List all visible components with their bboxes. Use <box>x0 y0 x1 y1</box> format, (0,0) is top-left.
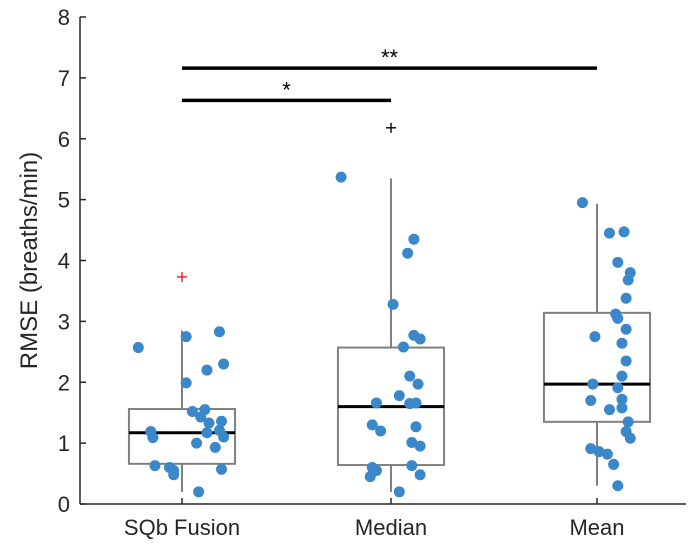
data-point <box>616 337 628 349</box>
y-tick-label: 7 <box>58 66 70 91</box>
data-point <box>622 274 634 286</box>
data-point <box>414 469 426 481</box>
data-point <box>618 226 630 238</box>
box-2 <box>336 122 446 492</box>
data-point <box>414 333 426 345</box>
data-point <box>612 480 624 492</box>
data-point <box>402 247 414 259</box>
y-tick-label: 5 <box>58 188 70 213</box>
data-point <box>624 432 636 444</box>
x-tick-label: Median <box>355 515 427 540</box>
significance-label: ** <box>381 45 399 70</box>
data-points <box>132 171 636 498</box>
data-point <box>603 227 615 239</box>
data-point <box>191 437 203 449</box>
x-tick-label: Mean <box>569 515 624 540</box>
data-point <box>364 471 376 483</box>
data-point <box>593 446 605 458</box>
data-point <box>195 411 207 423</box>
data-point <box>366 419 378 431</box>
data-point <box>408 233 420 245</box>
y-tick-label: 1 <box>58 431 70 456</box>
axes: 0 1 2 3 4 5 6 7 8 SQb Fusion Median Mean <box>58 5 686 540</box>
data-point <box>397 341 409 353</box>
data-point <box>201 427 213 439</box>
data-point <box>375 425 387 437</box>
data-point <box>168 469 180 481</box>
data-point <box>622 416 634 428</box>
data-point <box>414 440 426 452</box>
data-point <box>180 331 192 343</box>
data-point <box>585 395 597 407</box>
y-tick-label: 6 <box>58 127 70 152</box>
y-tick-label: 3 <box>58 309 70 334</box>
data-point <box>132 342 144 354</box>
data-point <box>620 292 632 304</box>
data-point <box>370 397 382 409</box>
data-point <box>410 397 422 409</box>
data-point <box>612 256 624 268</box>
y-tick-label: 8 <box>58 5 70 30</box>
data-point <box>406 437 418 449</box>
significance-bars: *** <box>182 45 597 102</box>
data-point <box>218 358 230 370</box>
data-point <box>203 417 215 429</box>
data-point <box>616 370 628 382</box>
data-point <box>147 432 159 444</box>
data-point <box>585 443 597 455</box>
data-point <box>180 377 192 389</box>
box-3 <box>542 203 652 486</box>
data-point <box>620 355 632 367</box>
data-point <box>213 326 225 338</box>
data-point <box>576 197 588 209</box>
data-point <box>410 421 422 433</box>
data-point <box>393 486 405 498</box>
data-point <box>589 331 601 343</box>
data-point <box>209 441 221 453</box>
data-point <box>335 171 347 183</box>
data-point <box>612 312 624 324</box>
data-point <box>149 460 161 472</box>
data-point <box>216 415 228 427</box>
box-iqr <box>542 311 652 423</box>
outlier-marker <box>386 122 396 133</box>
data-point <box>216 463 228 475</box>
outlier-marker <box>177 271 187 282</box>
data-point <box>612 382 624 394</box>
data-point <box>616 393 628 405</box>
data-point <box>406 460 418 472</box>
data-point <box>616 402 628 414</box>
data-point <box>412 378 424 390</box>
significance-label: * <box>282 77 291 102</box>
y-tick-label: 2 <box>58 370 70 395</box>
data-point <box>393 390 405 402</box>
data-point <box>201 364 213 376</box>
data-point <box>587 378 599 390</box>
data-point <box>186 405 198 417</box>
x-tick-label: SQb Fusion <box>124 515 240 540</box>
data-point <box>193 486 205 498</box>
y-tick-label: 4 <box>58 249 70 274</box>
y-axis-label: RMSE (breaths/min) <box>16 152 43 369</box>
data-point <box>603 404 615 416</box>
data-point <box>404 370 416 382</box>
data-point <box>608 458 620 470</box>
data-point <box>218 431 230 443</box>
data-point <box>620 323 632 335</box>
data-point <box>601 448 613 460</box>
y-tick-label: 0 <box>58 492 70 517</box>
box-iqr <box>127 408 237 465</box>
data-point <box>387 298 399 310</box>
